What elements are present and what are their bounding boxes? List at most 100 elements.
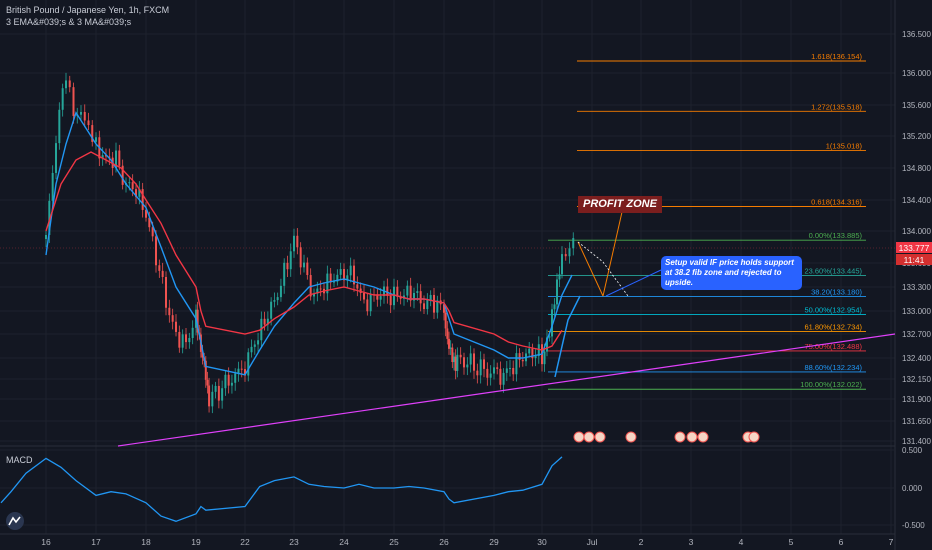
candle-body — [273, 300, 276, 302]
date-axis: 16 17 18 19 22 23 24 25 26 29 30 Jul 2 3 4 5 6 7 — [41, 537, 893, 547]
candle-body — [83, 111, 86, 121]
price-tick-label: 131.650 — [902, 417, 931, 426]
candle-body — [336, 274, 339, 282]
candle-body — [178, 331, 181, 348]
price-axis: 136.500 136.000 135.600 135.200 134.800 134.4… — [902, 30, 931, 446]
candle-body — [191, 327, 194, 339]
tradingview-logo-icon[interactable] — [6, 512, 24, 530]
fib-label: 23.60%(133.445) — [804, 266, 862, 275]
candle-body — [393, 286, 395, 306]
candle-body — [313, 293, 315, 297]
candle-body — [548, 336, 551, 338]
macd-tick-label: 0.000 — [902, 484, 923, 493]
price-tick-label: 131.900 — [902, 395, 931, 404]
candle-body — [446, 328, 449, 339]
price-tick-label: 133.300 — [902, 283, 931, 292]
candle-body — [429, 294, 432, 301]
candle-body — [333, 281, 335, 283]
candle-body — [454, 356, 457, 371]
candle-body — [426, 300, 429, 310]
candle-body — [61, 88, 64, 110]
candle-body — [135, 189, 137, 197]
candle-body — [339, 269, 342, 275]
price-tick-label: 135.200 — [902, 132, 931, 141]
candle-body — [118, 150, 121, 166]
candle-body — [148, 217, 151, 228]
date-tick-label: 5 — [789, 537, 794, 547]
candle-body — [87, 120, 90, 126]
fib-label: 61.80%(132.734) — [804, 322, 862, 331]
macd-label[interactable]: MACD — [6, 455, 33, 465]
candle-body — [141, 189, 144, 210]
date-tick-label: Jul — [587, 537, 598, 547]
arrow-from-callout — [605, 269, 662, 297]
candle-body — [558, 274, 561, 280]
date-tick-label: 17 — [91, 537, 101, 547]
candle-body — [72, 87, 75, 116]
candle-body — [138, 189, 141, 197]
candle-body — [346, 275, 349, 281]
candle-body — [196, 309, 199, 333]
candle-body — [319, 288, 322, 290]
candle-body — [521, 359, 524, 362]
candle-body — [433, 294, 435, 313]
candle-body — [528, 348, 531, 354]
candle-body — [416, 291, 419, 293]
candle-body — [306, 262, 309, 276]
candle-body — [237, 368, 240, 374]
candle-body — [409, 285, 412, 301]
candle-body — [309, 275, 312, 297]
candle-body — [463, 357, 465, 368]
candle-body — [556, 279, 558, 305]
candle-body — [293, 235, 295, 252]
candle-body — [389, 295, 392, 306]
candle-body — [115, 150, 117, 168]
candle-body — [456, 354, 459, 371]
trendline — [117, 333, 896, 447]
candle-body — [443, 304, 445, 313]
candle-body — [543, 351, 546, 365]
date-tick-label: 4 — [739, 537, 744, 547]
candle-body — [568, 248, 571, 257]
candle-body — [171, 315, 174, 322]
price-tick-label: 132.700 — [902, 330, 931, 339]
date-tick-label: 25 — [389, 537, 399, 547]
candle-body — [181, 334, 184, 348]
macd-tick-label: 0.500 — [902, 446, 923, 455]
candle-body — [95, 137, 97, 142]
date-tick-label: 19 — [191, 537, 201, 547]
candle-body — [151, 227, 154, 237]
candle-body — [188, 338, 191, 343]
candle-body — [531, 348, 534, 359]
chart-title: British Pound / Japanese Yen, 1h, FXCM — [6, 5, 170, 15]
projected-move — [554, 295, 581, 378]
candle-body — [155, 236, 157, 266]
event-markers — [573, 431, 760, 443]
candle-body — [101, 155, 104, 159]
date-tick-label: 7 — [889, 537, 894, 547]
price-tick-label: 134.000 — [902, 227, 931, 236]
candle-body — [448, 338, 450, 349]
candle-body — [353, 265, 355, 285]
date-tick-label: 29 — [489, 537, 499, 547]
candle-body — [316, 288, 319, 294]
candle-body — [444, 312, 447, 329]
candle-body — [502, 372, 505, 385]
ema-line — [45, 111, 573, 376]
candle-body — [366, 299, 369, 312]
macd-pane — [0, 449, 895, 526]
candle-body — [436, 300, 439, 313]
date-tick-label: 26 — [439, 537, 449, 547]
candle-body — [553, 304, 556, 310]
candle-body — [509, 367, 511, 369]
candle-body — [451, 347, 454, 363]
candle-body — [240, 368, 243, 370]
candle-body — [473, 353, 475, 371]
date-tick-label: 22 — [240, 537, 250, 547]
indicator-legend[interactable]: 3 EMA&#039;s & 3 MA&#039;s — [6, 17, 132, 27]
candle-body — [515, 353, 518, 375]
drawings — [117, 211, 896, 447]
fib-label: 38.20(133.180) — [811, 288, 862, 297]
candle-body — [376, 294, 379, 300]
candle-body — [257, 340, 260, 345]
